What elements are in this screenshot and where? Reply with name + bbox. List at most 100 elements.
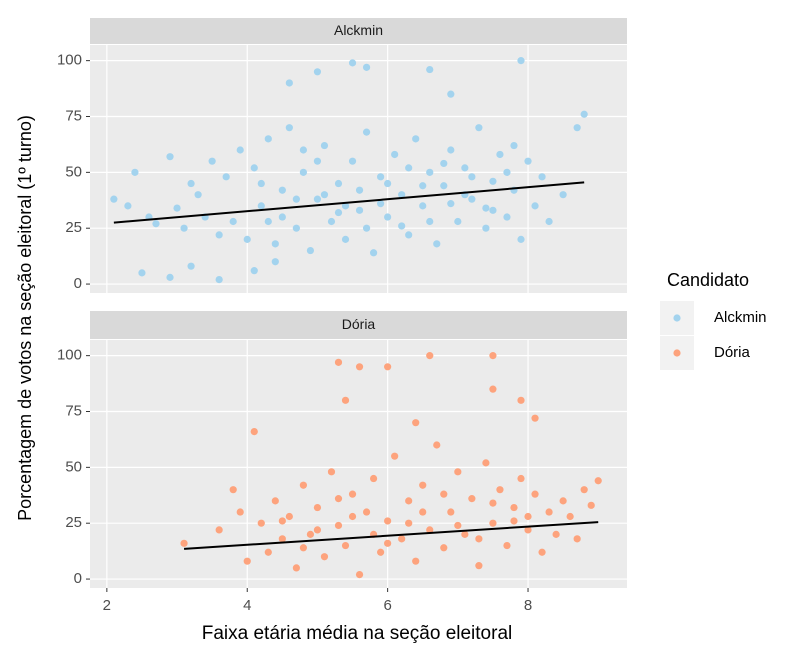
point — [510, 517, 518, 525]
point — [475, 535, 483, 543]
x-tick-label: 4 — [243, 597, 251, 614]
point — [594, 477, 602, 485]
point — [208, 157, 216, 165]
point — [180, 539, 188, 547]
legend-title: Candidato — [667, 270, 749, 290]
point — [355, 186, 364, 194]
point — [299, 168, 307, 176]
legend-swatch — [673, 314, 681, 322]
point — [187, 179, 195, 188]
point — [369, 249, 378, 257]
point — [524, 526, 532, 534]
point — [489, 352, 497, 360]
point — [566, 512, 574, 521]
point — [426, 352, 434, 360]
point — [250, 164, 258, 172]
point — [334, 358, 343, 366]
point — [461, 164, 469, 172]
point — [257, 179, 265, 188]
point — [243, 557, 251, 565]
point — [489, 206, 497, 214]
point — [299, 481, 307, 489]
point — [468, 195, 476, 203]
y-tick-label: 50 — [65, 163, 82, 180]
point — [503, 541, 511, 550]
point — [475, 562, 483, 570]
point — [545, 217, 553, 226]
point — [552, 530, 560, 538]
y-tick-label: 25 — [65, 219, 82, 236]
point — [299, 544, 307, 552]
point — [334, 495, 343, 503]
point — [573, 535, 581, 543]
point — [362, 63, 371, 71]
point — [124, 202, 132, 210]
point — [531, 202, 539, 210]
point — [447, 146, 455, 154]
point — [405, 519, 413, 527]
point — [405, 231, 413, 239]
point — [236, 146, 244, 154]
point — [398, 535, 406, 543]
point — [313, 68, 322, 76]
point — [545, 508, 553, 516]
point — [398, 222, 406, 230]
point — [419, 508, 427, 516]
point — [503, 213, 511, 221]
point — [194, 191, 202, 199]
panel-background — [90, 340, 627, 588]
point — [440, 490, 448, 498]
point — [292, 195, 300, 203]
facet-strip — [90, 18, 627, 44]
point — [482, 459, 490, 467]
point — [348, 59, 357, 67]
point — [229, 486, 237, 494]
point — [468, 173, 476, 181]
point — [278, 186, 286, 194]
point — [278, 517, 286, 525]
point — [362, 224, 371, 232]
facet-label: Dória — [342, 316, 376, 332]
point — [440, 544, 448, 552]
y-tick-label: 0 — [74, 275, 82, 292]
point — [580, 486, 588, 494]
point — [152, 220, 160, 228]
point — [377, 173, 385, 181]
point — [236, 508, 244, 516]
point — [426, 65, 434, 74]
point — [510, 141, 518, 150]
point — [580, 110, 588, 118]
point — [306, 530, 315, 538]
point — [362, 508, 371, 516]
point — [313, 157, 322, 165]
point — [215, 526, 223, 534]
point — [285, 79, 293, 87]
point — [447, 200, 455, 208]
point — [299, 146, 307, 154]
point — [384, 179, 392, 188]
point — [538, 548, 546, 556]
point — [250, 267, 258, 275]
point — [355, 570, 364, 579]
point — [405, 164, 413, 172]
point — [271, 240, 279, 248]
facet-strip — [90, 311, 627, 339]
point — [313, 526, 322, 534]
point — [341, 235, 350, 243]
point — [292, 224, 300, 232]
point — [398, 191, 406, 199]
point — [384, 539, 392, 547]
y-tick-label: 50 — [65, 458, 82, 475]
x-tick-label: 8 — [524, 597, 532, 614]
point — [426, 217, 434, 226]
point — [334, 208, 343, 217]
point — [489, 177, 497, 185]
point — [264, 548, 272, 556]
point — [334, 179, 343, 188]
point — [348, 490, 357, 498]
point — [278, 535, 286, 543]
point — [377, 200, 385, 208]
point — [482, 204, 490, 212]
point — [355, 363, 364, 371]
